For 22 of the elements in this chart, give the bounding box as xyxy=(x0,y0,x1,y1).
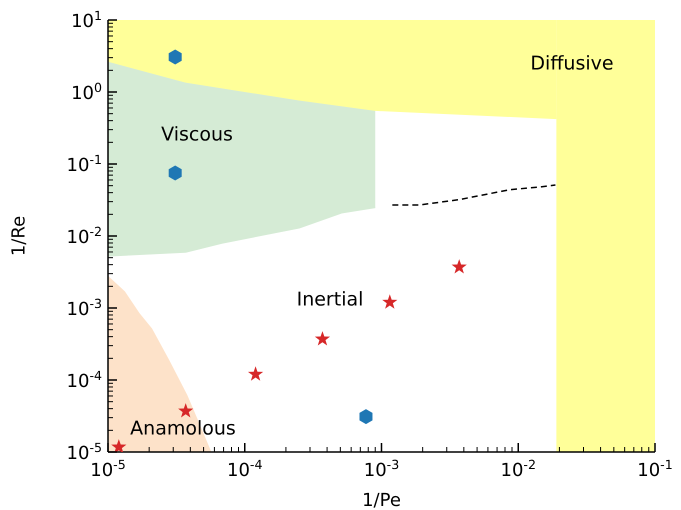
y-tick-label: 10$^{-2}$ xyxy=(66,224,102,248)
x-axis-title: 1/Pe xyxy=(362,490,401,510)
x-tick-label: 10$^{-4}$ xyxy=(227,456,262,481)
x-tick-label: 10$^{-1}$ xyxy=(637,456,673,481)
y-tick-label: 10$^{1}$ xyxy=(71,8,102,32)
point xyxy=(382,294,398,309)
annotation: Diffusive xyxy=(530,52,614,74)
annotation: Anamolous xyxy=(130,418,236,440)
point xyxy=(248,366,264,381)
point xyxy=(178,403,194,418)
y-tick-label: 10$^{-4}$ xyxy=(66,368,102,392)
point xyxy=(111,439,126,452)
point xyxy=(314,331,330,346)
y-axis-title: 1/Re xyxy=(8,216,30,256)
point xyxy=(452,259,467,274)
annotation: Viscous xyxy=(161,124,233,146)
annotation: Inertial xyxy=(296,288,364,310)
y-tick-label: 10$^{0}$ xyxy=(71,80,102,104)
x-tick-label: 10$^{-3}$ xyxy=(364,456,400,481)
y-tick-label: 10$^{-1}$ xyxy=(66,152,102,176)
y-tick-label: 10$^{-3}$ xyxy=(66,296,102,320)
x-tick-label: 10$^{-2}$ xyxy=(500,456,536,481)
